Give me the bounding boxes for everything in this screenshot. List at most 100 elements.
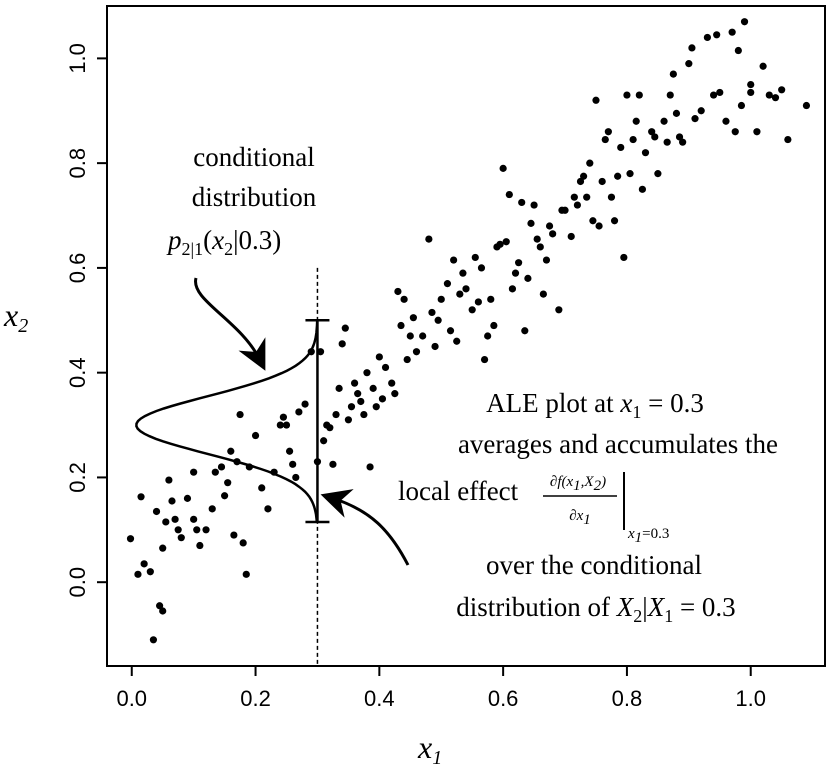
arrow-to-density [194, 277, 266, 371]
scatter-point [474, 298, 482, 306]
scatter-point [202, 526, 210, 534]
scatter-point [784, 135, 792, 144]
scatter-point [632, 117, 640, 125]
scatter-point [623, 91, 631, 99]
scatter-point [614, 172, 622, 180]
scatter-point [592, 96, 600, 104]
y-tick-label: 0.4 [65, 357, 90, 388]
scatter-point [539, 290, 547, 298]
scatter-point [437, 295, 445, 303]
scatter-point [573, 201, 582, 209]
scatter-point [217, 463, 226, 471]
scatter-point [533, 235, 541, 243]
scatter-point [282, 421, 291, 429]
scatter-point [406, 332, 414, 340]
scatter-point [152, 507, 161, 516]
scatter-point [672, 109, 681, 117]
scatter-point [443, 280, 452, 288]
scatter-point [685, 60, 693, 68]
conditional-distribution-label: conditional distribution p2|1(x2|0.3) [166, 142, 317, 259]
scatter-point [648, 128, 656, 136]
scatter-point [580, 172, 588, 180]
scatter-point [381, 363, 390, 372]
scatter-point [190, 468, 198, 476]
scatter-point [654, 170, 662, 178]
scatter-point [456, 290, 464, 298]
ale-line1: ALE plot at x1 = 0.3 [486, 388, 704, 422]
scatter-points [126, 18, 811, 644]
scatter-point [576, 177, 585, 186]
scatter-point [524, 274, 532, 282]
scatter-point [666, 91, 674, 99]
scatter-point [168, 497, 176, 505]
scatter-point [598, 177, 606, 186]
scatter-point [802, 101, 811, 110]
scatter-point [477, 264, 486, 272]
axis-ticks: 0.0 0.2 0.4 0.6 0.8 1.0 0.0 0.2 0.4 0.6 0.8 1.0 [65, 43, 766, 711]
scatter-point [607, 193, 616, 201]
scatter-point [499, 164, 507, 172]
scatter-point [468, 306, 476, 314]
scatter-point [326, 424, 334, 432]
scatter-point [378, 395, 387, 403]
scatter-point [366, 463, 374, 471]
scatter-point [363, 369, 371, 377]
scatter-point [635, 91, 643, 99]
scatter-point [511, 269, 520, 277]
ale-line3: local effect [398, 476, 519, 506]
scatter-point [434, 316, 442, 324]
y-tick-label: 1.0 [65, 43, 90, 74]
scatter-point [264, 505, 272, 513]
scatter-point [174, 526, 182, 534]
scatter-point [527, 219, 535, 227]
scatter-point [778, 86, 786, 94]
scatter-point [126, 535, 135, 543]
scatter-point [394, 287, 402, 296]
scatter-point [703, 33, 711, 42]
scatter-point [675, 133, 684, 141]
scatter-point [518, 198, 526, 207]
scatter-point [570, 193, 578, 201]
scatter-point [688, 44, 696, 52]
scatter-point [357, 397, 365, 406]
scatter-point [289, 460, 297, 468]
scatter-point [771, 94, 780, 102]
scatter-point [397, 321, 405, 330]
scatter-point [629, 135, 637, 144]
scatter-point [496, 240, 504, 248]
conditional-overlay [135, 267, 330, 666]
scatter-point [508, 285, 517, 293]
scatter-point [601, 135, 609, 144]
scatter-point [697, 107, 705, 115]
scatter-point [388, 379, 396, 387]
scatter-point [316, 348, 325, 356]
scatter-point [471, 253, 479, 262]
scatter-point [713, 31, 721, 39]
scatter-point [515, 259, 523, 267]
ale-eval-subscript: x1=0.3 [627, 526, 669, 546]
scatter-point [137, 493, 145, 501]
scatter-point [221, 492, 229, 500]
scatter-point [285, 447, 294, 455]
scatter-point [765, 91, 773, 99]
y-tick-label: 0.6 [65, 253, 90, 284]
scatter-point [332, 410, 340, 419]
scatter-point [589, 217, 597, 225]
scatter-point [530, 201, 538, 209]
scatter-point [549, 230, 557, 238]
scatter-point [459, 269, 467, 277]
scatter-point [276, 421, 284, 429]
y-tick-label: 0.2 [65, 462, 90, 493]
scatter-point [159, 607, 167, 615]
scatter-point [165, 476, 173, 484]
scatter-point [230, 531, 238, 539]
scatter-point [490, 321, 498, 330]
x-tick-label: 0.8 [612, 686, 643, 711]
scatter-point [156, 602, 164, 610]
scatter-point [146, 568, 154, 576]
scatter-point [734, 46, 742, 55]
scatter-point [295, 408, 303, 416]
over-line2: distribution of X2|X1 = 0.3 [456, 592, 735, 626]
scatter-point [320, 437, 328, 445]
scatter-point [728, 28, 736, 36]
